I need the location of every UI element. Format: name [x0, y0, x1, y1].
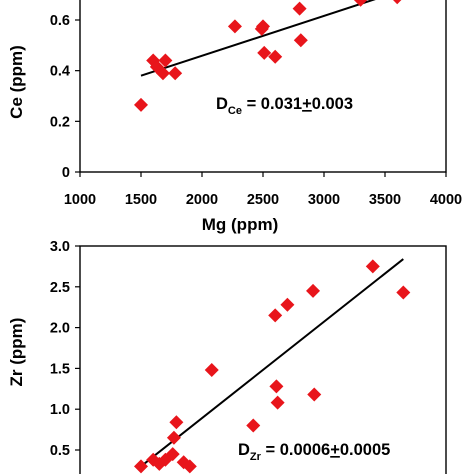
ce-annotation-plusminus: + [302, 95, 312, 113]
data-point-marker [227, 19, 242, 34]
x-tick-label: 1000 [64, 192, 96, 208]
y-tick-label: 0.6 [50, 13, 70, 29]
data-point-marker [256, 19, 270, 34]
data-point-marker [155, 66, 170, 81]
data-point-marker [246, 418, 261, 433]
y-tick-label: 0 [62, 165, 70, 181]
zr-panel: 0.5 1.0 1.5 2.0 2.5 3.0 Zr (ppm) DZr = 0.0006… [7, 239, 447, 474]
data-point-marker [396, 285, 411, 300]
data-point-marker [134, 97, 148, 112]
data-point-marker [158, 53, 173, 68]
zr-annotation-subscript: Zr [250, 451, 262, 463]
zr-annotation-value: = 0.0006 [261, 441, 330, 459]
data-point-marker [257, 45, 272, 60]
ce-y-axis-label: Ce (ppm) [7, 45, 26, 119]
zr-annotation-plusminus: + [330, 441, 340, 459]
zr-partition-annotation: DZr = 0.0006+0.0005 [238, 441, 390, 463]
data-point-marker [182, 459, 197, 474]
ce-annotation-d: D [216, 95, 228, 113]
zr-trendline [140, 258, 404, 468]
data-point-marker [280, 297, 295, 312]
data-point-marker [270, 395, 285, 410]
y-tick-label: 2.0 [50, 321, 70, 337]
x-tick-label: 2500 [247, 192, 279, 208]
ce-annotation-value: = 0.031 [242, 95, 302, 113]
data-point-marker [293, 33, 308, 48]
data-point-marker [268, 308, 283, 323]
zr-y-axis-label: Zr (ppm) [7, 318, 26, 387]
data-point-marker [269, 379, 284, 394]
data-point-marker [292, 1, 307, 16]
ce-annotation-error: 0.003 [312, 95, 353, 113]
data-point-marker [365, 259, 380, 274]
y-tick-label: 0.2 [50, 114, 70, 130]
data-point-marker [306, 283, 321, 298]
data-point-marker [268, 49, 283, 64]
x-tick-label: 2000 [186, 192, 218, 208]
data-point-marker [168, 66, 183, 81]
ce-panel: 00.20.40.6 1000 1500 2000 2500 3000 3500 4000 … [7, 0, 462, 234]
data-point-marker [307, 387, 322, 402]
ce-points [134, 0, 402, 112]
ce-partition-annotation: DCe = 0.031+0.003 [216, 95, 353, 117]
data-point-marker [166, 430, 181, 445]
zr-points [134, 259, 411, 474]
zr-plot-frame [79, 245, 447, 474]
ce-annotation-subscript: Ce [228, 105, 242, 117]
data-point-marker [169, 415, 184, 430]
data-point-marker [353, 0, 368, 7]
data-point-marker [393, 0, 402, 5]
ce-x-ticks: 1000 1500 2000 2500 3000 3500 4000 [64, 172, 462, 208]
zr-y-ticks: 0.5 1.0 1.5 2.0 2.5 3.0 [50, 239, 80, 459]
zr-annotation-error: 0.0005 [340, 441, 390, 459]
zr-annotation-d: D [238, 441, 250, 459]
x-tick-label: 3500 [369, 192, 401, 208]
y-tick-label: 2.5 [50, 280, 70, 296]
data-point-marker [165, 447, 180, 462]
y-tick-label: 3.0 [50, 239, 70, 255]
y-tick-label: 0.4 [50, 64, 70, 80]
ce-trendline [140, 0, 376, 77]
y-tick-label: 1.5 [50, 361, 70, 377]
y-tick-label: 0.5 [50, 443, 70, 459]
ce-x-axis-label: Mg (ppm) [202, 215, 278, 234]
x-tick-label: 4000 [430, 192, 462, 208]
data-point-marker [134, 459, 148, 474]
x-tick-label: 1500 [125, 192, 157, 208]
data-point-marker [204, 363, 219, 378]
x-tick-label: 3000 [308, 192, 340, 208]
ce-y-ticks: 0 0.2 0.4 0.6 [50, 13, 80, 181]
y-tick-label: 1.0 [50, 402, 70, 418]
